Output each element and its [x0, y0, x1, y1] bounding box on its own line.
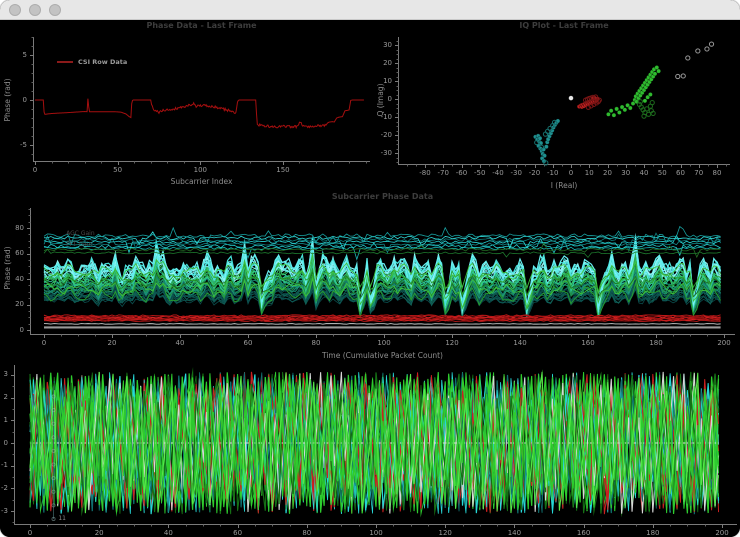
y-tick-label: 20: [383, 58, 392, 67]
x-tick-label: 100: [369, 529, 383, 537]
plot-annotation: FFT Gain: [66, 240, 93, 248]
phase-plot-xlabel: Subcarrier Index: [170, 177, 233, 186]
x-tick-label: -40: [492, 169, 504, 177]
x-tick-label: 80: [302, 529, 312, 537]
y-tick-label: 5: [22, 50, 27, 59]
iq-plot-title: IQ Plot - Last Frame: [519, 21, 609, 30]
window-titlebar[interactable]: [0, 0, 740, 20]
x-tick-label: 140: [513, 339, 527, 347]
y-tick-label: 0: [22, 95, 27, 104]
y-tick-label: 10: [383, 76, 392, 85]
subcarrier-plot-xlabel: Time (Cumulative Packet Count): [322, 351, 443, 360]
x-tick-label: 180: [646, 529, 660, 537]
y-tick-label: 0: [19, 325, 24, 334]
subcarrier-plot-title: Subcarrier Phase Data: [331, 192, 434, 201]
y-tick-label: 60: [15, 249, 24, 257]
plot-annotation: 11: [58, 515, 66, 523]
y-tick-label: -3: [1, 506, 8, 515]
x-tick-label: -10: [547, 169, 559, 177]
x-tick-label: 50: [657, 169, 667, 177]
x-tick-label: 30: [621, 169, 631, 177]
x-tick-label: -80: [419, 169, 431, 177]
subcarrier-phase-plot: [22, 200, 740, 343]
x-tick-label: 100: [193, 166, 207, 174]
x-tick-label: 100: [377, 339, 391, 347]
plot-annotation: AGC Gain: [66, 230, 95, 238]
x-tick-label: 40: [175, 339, 185, 347]
close-button[interactable]: [9, 4, 21, 16]
legend-label: CSI Row Data: [78, 58, 128, 66]
matplotlib-figure: Phase Data - Last Frame Subcarrier Index…: [0, 20, 740, 537]
y-tick-label: 3: [3, 370, 8, 379]
x-tick-label: 160: [581, 339, 595, 347]
zoom-button[interactable]: [49, 4, 61, 16]
x-tick-label: -20: [528, 169, 541, 177]
y-tick-label: 30: [383, 40, 392, 49]
x-tick-label: 20: [107, 339, 117, 347]
y-tick-label: 2: [3, 393, 8, 402]
x-tick-label: 0: [27, 529, 33, 537]
iq-last-frame-plot: [390, 29, 738, 173]
x-tick-label: -70: [437, 169, 449, 177]
x-tick-label: 120: [438, 529, 452, 537]
x-tick-label: 60: [233, 529, 243, 537]
y-tick-label: 1: [3, 415, 8, 424]
y-tick-label: -20: [380, 130, 392, 139]
x-tick-label: 150: [276, 166, 290, 174]
phase-plot-title: Phase Data - Last Frame: [146, 21, 257, 30]
x-tick-label: 180: [649, 339, 663, 347]
y-tick-label: 20: [15, 300, 24, 308]
x-tick-label: 140: [507, 529, 522, 537]
y-tick-label: 80: [15, 223, 24, 232]
minimize-button[interactable]: [29, 4, 41, 16]
subcarrier-plot-ylabel: Phase (rad): [3, 246, 12, 290]
x-tick-label: 40: [639, 169, 649, 177]
x-tick-label: 200: [717, 339, 731, 347]
x-tick-label: 70: [694, 169, 704, 177]
y-tick-label: 0: [387, 94, 392, 103]
y-tick-label: -30: [380, 148, 392, 157]
x-tick-label: -60: [455, 169, 468, 177]
x-tick-label: 200: [715, 529, 729, 537]
x-tick-label: 120: [445, 339, 459, 347]
x-tick-label: 80: [712, 169, 722, 177]
y-tick-label: -10: [380, 112, 392, 121]
y-tick-label: -1: [1, 461, 8, 470]
x-tick-label: 60: [243, 339, 253, 347]
y-tick-label: -2: [1, 483, 8, 492]
iq-plot-xlabel: I (Real): [550, 181, 578, 190]
x-tick-label: -50: [474, 169, 486, 177]
x-tick-label: 20: [94, 529, 104, 537]
x-tick-label: 0: [568, 169, 574, 177]
phase-last-frame-plot: [25, 29, 378, 170]
x-tick-label: 10: [584, 169, 594, 177]
y-tick-label: 0: [3, 438, 8, 447]
x-tick-label: 40: [163, 529, 173, 537]
y-tick-label: 40: [15, 274, 24, 283]
wrapped-phase-plot: [6, 357, 740, 533]
phase-plot-legend: CSI Row Data: [57, 58, 127, 66]
y-tick-label: -5: [20, 140, 27, 149]
x-tick-label: 20: [603, 169, 612, 177]
x-tick-label: 60: [676, 169, 685, 177]
x-tick-label: -30: [510, 169, 522, 177]
legend-line-sample: [57, 61, 73, 63]
x-tick-label: 160: [576, 529, 591, 537]
x-tick-label: 50: [113, 166, 123, 174]
x-tick-label: 80: [311, 339, 321, 347]
x-tick-label: 0: [32, 166, 38, 174]
x-tick-label: 0: [41, 339, 47, 347]
